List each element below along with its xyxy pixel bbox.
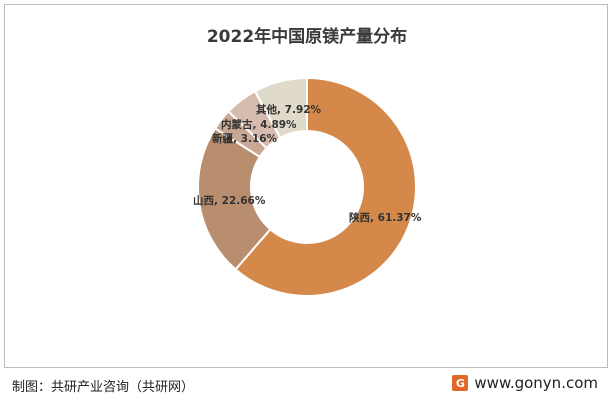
slice-shaanxi [234,76,417,297]
footer: 制图：共研产业咨询（共研网） G www.gonyn.com [4,368,608,402]
site-link[interactable]: www.gonyn.com [474,374,598,392]
chart-title: 2022年中国原镁产量分布 [206,27,408,47]
slice-label-shanxi: 山西, 22.66% [193,194,266,207]
slice-label-xinjiang: 新疆, 3.16% [212,132,278,145]
slice-label-neimenggu: 内蒙古, 4.89% [221,118,297,131]
slice-other [253,76,308,140]
slice-label-shaanxi: 陕西, 61.37% [349,211,422,224]
chart-frame [4,4,608,368]
slice-label-other: 其他, 7.92% [256,103,322,116]
brand: G www.gonyn.com [452,374,598,392]
gonyn-logo-icon: G [452,375,469,391]
credit-text: 制图：共研产业咨询（共研网） [12,380,195,395]
slice-shanxi [197,127,272,271]
